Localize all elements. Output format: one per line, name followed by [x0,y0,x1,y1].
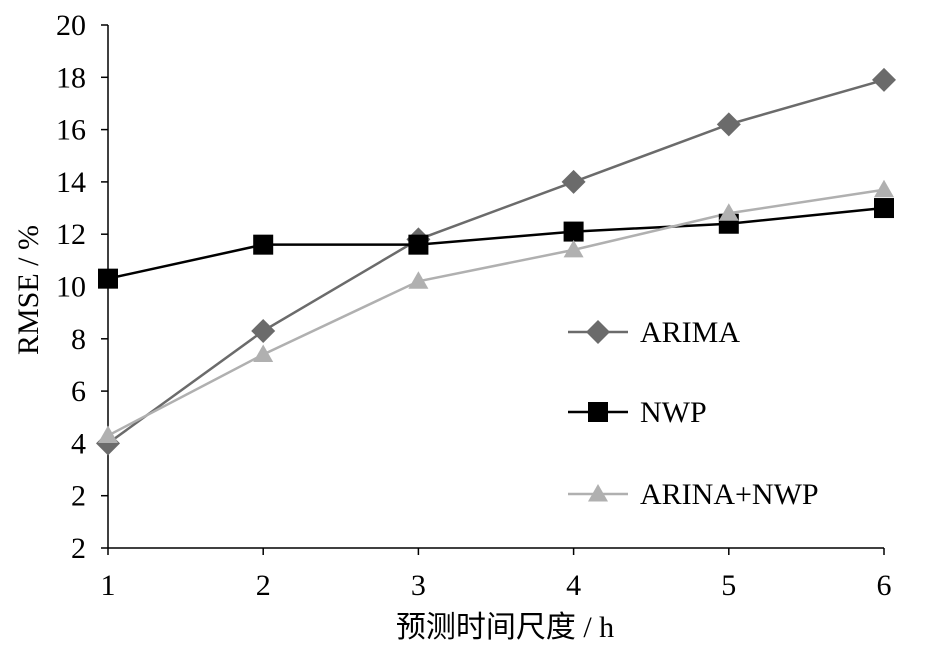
data-point-arina-nwp [408,271,429,289]
y-tick-label: 4 [71,427,86,460]
series-markers [96,67,896,456]
data-point-arina-nwp [718,203,739,221]
data-point-nwp [874,198,894,219]
y-tick-label: 8 [71,323,86,356]
y-tick-label: 12 [56,218,86,251]
data-point-nwp [98,268,118,289]
series-line-arina-nwp [107,188,885,437]
y-tick-label: 20 [56,9,86,42]
x-tick-label: 5 [721,569,736,602]
data-point-arina-nwp [563,239,584,258]
legend-marker-arina-nwp [588,484,608,502]
data-point-arima [872,67,896,92]
y-tick-label: 18 [56,61,86,94]
x-tick-label: 2 [256,569,271,602]
data-point-arima [561,169,586,194]
series-lines [107,78,885,445]
y-tick-label: 14 [56,166,86,199]
legend-label-nwp: NWP [640,396,707,429]
y-tick-label: 6 [71,375,86,408]
y-axis-title: RMSE / % [12,225,45,355]
x-tick-label: 6 [877,569,892,602]
y-tick-label: 10 [56,271,86,304]
data-point-arima [251,318,276,343]
legend-label-arina-nwp: ARINA+NWP [640,478,819,511]
y-tick-label: 2 [71,480,86,513]
x-tick-label: 4 [566,569,581,602]
data-point-nwp [563,221,584,242]
legend-marker-arima [586,320,610,344]
series-line-arima [107,78,885,445]
series-line-nwp [107,206,885,280]
y-tick-label: 16 [56,114,86,147]
data-point-nwp [408,234,429,255]
data-point-arima [716,112,741,137]
x-axis-title: 预测时间尺度 / h [396,611,614,644]
legend: ARIMA NWP ARINA+NWP [568,316,819,511]
data-point-nwp [253,234,274,255]
legend-label-arima: ARIMA [640,316,740,349]
legend-marker-nwp [588,402,608,422]
x-tick-label: 1 [101,569,116,602]
x-tick-label: 3 [411,569,426,602]
y-tick-label: 2 [71,532,86,565]
data-point-arina-nwp [874,179,894,198]
data-point-arina-nwp [98,425,118,444]
data-point-arina-nwp [253,344,274,362]
